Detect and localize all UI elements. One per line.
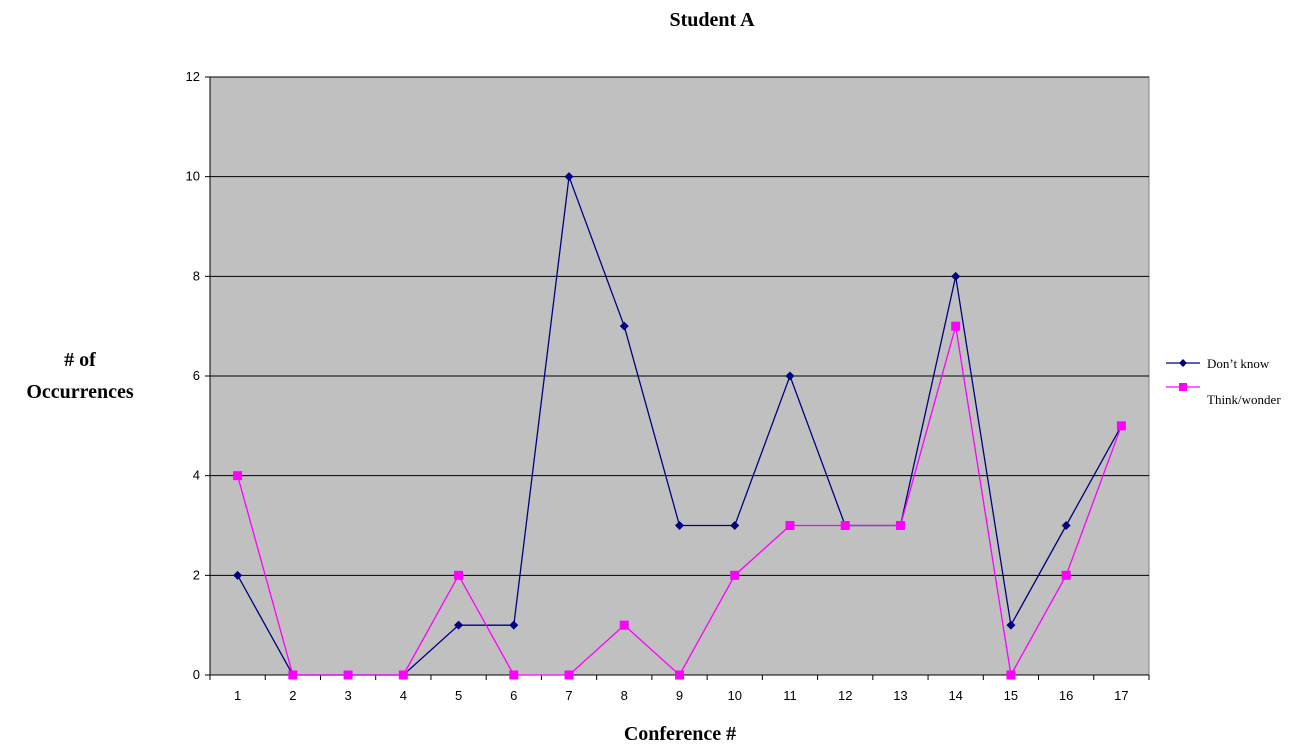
x-tick-label-13: 13	[893, 688, 907, 703]
x-tick-label-4: 4	[400, 688, 407, 703]
point-1-11	[785, 521, 795, 530]
x-tick-label-16: 16	[1059, 688, 1073, 703]
x-tick-label-12: 12	[838, 688, 852, 703]
legend-marker-dont-know	[1179, 359, 1187, 367]
point-0-9	[675, 521, 684, 530]
point-0-10	[730, 521, 740, 530]
x-tick-label-3: 3	[344, 688, 351, 703]
gridlines	[210, 76, 1149, 576]
point-1-7	[564, 670, 574, 680]
y-axis-title-line-2: Occurrences	[26, 381, 134, 403]
point-1-15	[1006, 670, 1016, 680]
legend-label-dont-know: Don’t know	[1207, 356, 1270, 371]
x-tick-label-17: 17	[1114, 688, 1128, 703]
point-0-14	[951, 271, 961, 281]
y-tick-label-2: 2	[193, 567, 200, 582]
point-0-5	[454, 620, 464, 630]
point-1-6	[509, 670, 519, 680]
y-tick-label-10: 10	[186, 169, 200, 184]
legend: Don’t know Think/wonder	[1166, 356, 1281, 407]
chart-title: Student A	[669, 9, 755, 31]
point-0-15	[1006, 620, 1016, 630]
point-1-9	[675, 670, 684, 680]
point-1-4	[398, 670, 408, 680]
x-tick-label-11: 11	[783, 688, 797, 703]
x-tick-label-9: 9	[676, 688, 683, 703]
y-tick-label-4: 4	[193, 468, 200, 483]
point-1-5	[454, 570, 464, 580]
y-tick-label-12: 12	[186, 69, 200, 84]
y-tick-label-0: 0	[193, 667, 200, 682]
x-tick-label-14: 14	[948, 688, 962, 703]
point-1-2	[288, 670, 298, 680]
x-tick-label-10: 10	[728, 688, 742, 703]
point-0-16	[1061, 521, 1071, 530]
point-1-1	[233, 471, 243, 481]
point-1-10	[730, 570, 740, 580]
legend-label-think-wonder: Think/wonder	[1207, 392, 1281, 407]
x-tick-label-8: 8	[621, 688, 628, 703]
x-tick-label-2: 2	[289, 688, 296, 703]
x-tick-label-1: 1	[234, 688, 241, 703]
y-tick-label-8: 8	[193, 268, 200, 283]
x-axis-ticks: 1 2 3 4 5 6 7 8 9 10 11 12 13 14 15 16 17	[209, 675, 1150, 703]
legend-marker-think-wonder	[1179, 383, 1187, 391]
point-1-12	[840, 521, 850, 530]
point-1-14	[951, 321, 961, 331]
point-1-17	[1116, 421, 1126, 431]
point-0-11	[785, 371, 795, 381]
y-axis-title-line-1: # of	[64, 349, 96, 371]
point-1-16	[1061, 570, 1071, 580]
point-0-1	[233, 570, 243, 580]
point-1-8	[619, 620, 629, 630]
x-axis-title: Conference #	[624, 723, 736, 745]
point-1-13	[895, 521, 905, 530]
x-tick-label-5: 5	[455, 688, 462, 703]
x-tick-label-7: 7	[565, 688, 572, 703]
y-axis-ticks: 0 2 4 6 8 10 12	[186, 69, 210, 682]
series-layer	[233, 172, 1126, 680]
series-1	[233, 321, 1126, 680]
point-0-6	[509, 620, 519, 630]
x-tick-label-6: 6	[510, 688, 517, 703]
x-tick-label-15: 15	[1004, 688, 1018, 703]
point-0-8	[619, 321, 629, 331]
point-0-7	[564, 172, 574, 182]
y-tick-label-6: 6	[193, 368, 200, 383]
point-1-3	[343, 670, 353, 680]
